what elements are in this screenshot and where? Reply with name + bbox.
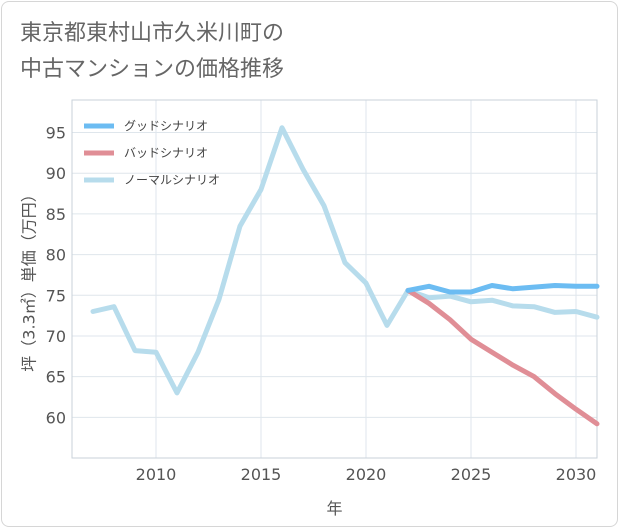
chart-title-line-1: 東京都東村山市久米川町の [20, 21, 285, 46]
legend-label-2: ノーマルシナリオ [124, 173, 220, 187]
y-tick-label: 60 [46, 408, 66, 427]
series-line-1 [405, 287, 600, 427]
chart-title-line-2: 中古マンションの価格推移 [20, 57, 285, 82]
y-tick-label: 95 [46, 124, 66, 143]
series-line-0 [405, 283, 600, 295]
series-line-2 [90, 125, 600, 396]
y-tick-label: 80 [46, 246, 66, 265]
x-tick-label: 2010 [136, 465, 177, 484]
grid-lines [72, 100, 597, 458]
y-tick-label: 65 [46, 368, 66, 387]
x-tick-label: 2030 [556, 465, 597, 484]
plot-area [72, 100, 597, 458]
y-tick-label: 70 [46, 327, 66, 346]
y-tick-label: 90 [46, 164, 66, 183]
x-tick-label: 2020 [346, 465, 387, 484]
x-axis-title: 年 [326, 499, 342, 518]
series-lines [90, 125, 600, 427]
legend-label-0: グッドシナリオ [124, 119, 208, 133]
legend-label-1: バッドシナリオ [124, 146, 208, 160]
plot-frame [71, 99, 598, 459]
x-tick-label: 2015 [241, 465, 282, 484]
chart-title: 東京都東村山市久米川町の 中古マンションの価格推移 [20, 16, 284, 88]
x-tick-label: 2025 [451, 465, 492, 484]
y-tick-label: 85 [46, 205, 66, 224]
axes: 60 65 70 75 80 85 90 95 2010 2015 2020 2025 2030 [46, 99, 598, 484]
y-tick-label: 75 [46, 286, 66, 305]
y-axis-title: 坪（3.3㎡）単価（万円） [20, 186, 39, 371]
